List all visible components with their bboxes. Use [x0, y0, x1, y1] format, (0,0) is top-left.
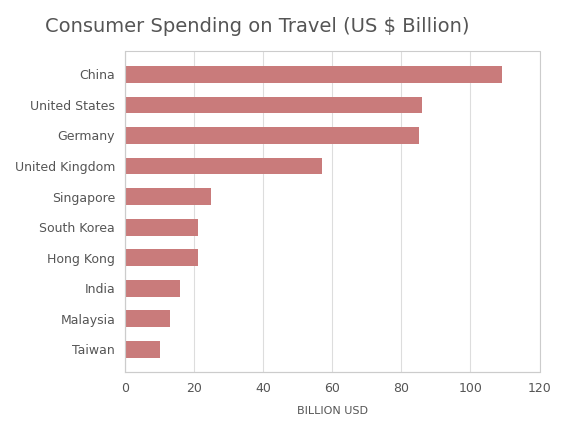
Bar — [125, 219, 198, 235]
Bar — [125, 310, 170, 327]
X-axis label: BILLION USD: BILLION USD — [297, 406, 368, 416]
Bar — [125, 249, 198, 266]
Bar — [125, 341, 160, 358]
Bar — [125, 280, 180, 297]
Bar — [125, 127, 419, 144]
Bar — [125, 188, 211, 205]
Bar — [125, 158, 322, 175]
Bar — [125, 66, 502, 83]
Bar — [125, 96, 422, 113]
Text: Consumer Spending on Travel (US $ Billion): Consumer Spending on Travel (US $ Billio… — [45, 17, 470, 36]
